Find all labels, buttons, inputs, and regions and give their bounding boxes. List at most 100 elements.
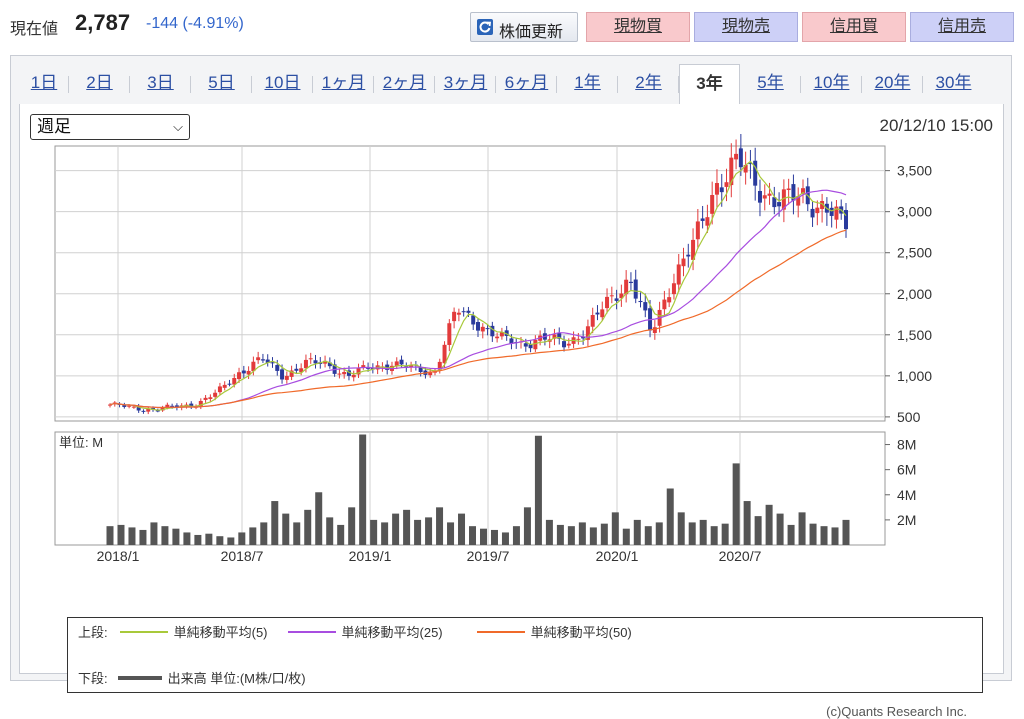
period-tabs: 1日 2日 3日 5日 10日 1ヶ月 2ヶ月 3ヶ月 6ヶ月 1年 2年 3年 5年 10年 20年 30年 [19,64,1004,105]
quote-header: 現在値 2,787 -144 (-4.91%) 株価更新 現物買 現物売 信用買… [0,0,1024,52]
tab-1[interactable]: 2日 [86,73,113,92]
candle-body [461,311,466,313]
candle-body [590,315,595,327]
candle-body [490,325,495,337]
candle-body [241,370,246,374]
tab-5[interactable]: 1ヶ月 [321,73,366,92]
candle-body [409,365,414,368]
volume-bar [699,519,707,545]
tab-12[interactable]: 5年 [757,73,784,92]
price-chart: 3,500 3,000 2,500 2,000 1,500 1,000 500 8M 6M 4M 2… [54,134,932,564]
volume-bar [469,526,477,545]
volume-bar [304,509,312,545]
candle-body [585,326,590,340]
candle-body [108,404,112,406]
candle-body [681,258,686,267]
candle-body [820,201,825,209]
candle-body [691,239,696,260]
tab-11[interactable]: 3年 [679,64,740,105]
candle-body [504,330,509,336]
candle-body [385,364,390,370]
tab-7[interactable]: 3ヶ月 [443,73,488,92]
volume-bar [403,509,411,545]
candle-body [284,376,289,380]
candle-body [581,336,586,339]
volume-bar [721,523,729,545]
interval-select-value: 週足 [37,117,71,136]
interval-select[interactable]: 週足 ⌵ [30,114,190,140]
candle-body [418,367,423,372]
candle-body [174,405,179,408]
legend-sma50: 単純移動平均(50) [530,625,632,640]
tab-10[interactable]: 2年 [635,73,662,92]
tab-separator [617,76,618,93]
tab-15[interactable]: 30年 [935,73,972,92]
candle-body [294,368,299,371]
volume-bar [666,488,674,545]
volume-bar [534,435,542,545]
candle-body [686,254,691,257]
tab-separator [312,76,313,93]
candle-body [437,361,442,370]
volume-bar [523,507,531,545]
volume-bar [359,434,367,545]
candle-body [141,410,146,412]
volume-bar [798,512,806,545]
refresh-price-label: 株価更新 [499,24,564,41]
volume-bar [754,516,762,545]
tab-6[interactable]: 2ヶ月 [382,73,427,92]
volume-bar [655,522,663,545]
margin-sell-button[interactable]: 信用売 [910,12,1014,42]
candle-body [767,193,772,196]
spot-buy-button[interactable]: 現物買 [586,12,690,42]
candle-body [700,218,705,221]
volume-bar [117,524,125,545]
candle-body [346,370,351,376]
volume-bar [249,527,257,545]
x-tick-label: 2018/7 [221,548,264,564]
candle-body [557,333,562,339]
chart-panel: 1日 2日 3日 5日 10日 1ヶ月 2ヶ月 3ヶ月 6ヶ月 1年 2年 3年 5年 10年 20年 30年… [10,55,1012,719]
tab-14[interactable]: 20年 [874,73,911,92]
margin-buy-button[interactable]: 信用買 [802,12,906,42]
candle-body [370,367,375,370]
volume-swatch [117,675,162,680]
tab-2[interactable]: 3日 [147,73,174,92]
volume-bar [216,536,224,545]
tab-13[interactable]: 10年 [813,73,850,92]
sma25-swatch [287,630,336,633]
volume-bar [545,519,553,545]
tab-9[interactable]: 1年 [574,73,601,92]
candle-body [738,148,743,168]
candle-body [323,360,328,364]
candle-body [122,404,127,407]
refresh-price-button[interactable]: 株価更新 [470,12,578,42]
candle-body [198,400,203,408]
tab-8[interactable]: 6ヶ月 [504,73,549,92]
price-tick-label: 500 [897,409,921,425]
volume-bar [501,532,509,545]
tab-0[interactable]: 1日 [30,73,58,92]
candle-body [552,334,557,339]
candle-body [781,189,786,210]
candle-body [342,371,347,375]
volume-bar [150,522,158,545]
candle-body [495,336,500,339]
candle-body [810,208,815,218]
x-tick-label: 2018/1 [97,548,140,564]
volume-bar [743,501,751,545]
candle-body [361,365,366,368]
candle-body [652,327,657,333]
tab-4[interactable]: 10日 [264,73,301,92]
tab-3[interactable]: 5日 [208,73,235,92]
candle-body [265,359,270,363]
candle-body [671,283,676,295]
volume-bar [271,501,279,545]
chart-area: 週足 ⌵ 20/12/10 15:00 3,500 3,000 2,500 2,000… [19,104,1004,719]
spot-sell-button[interactable]: 現物売 [694,12,798,42]
volume-bar [458,513,466,545]
volume-bar [710,526,718,545]
volume-bar [556,524,564,545]
candle-body [270,362,275,364]
tab-separator [922,76,923,93]
